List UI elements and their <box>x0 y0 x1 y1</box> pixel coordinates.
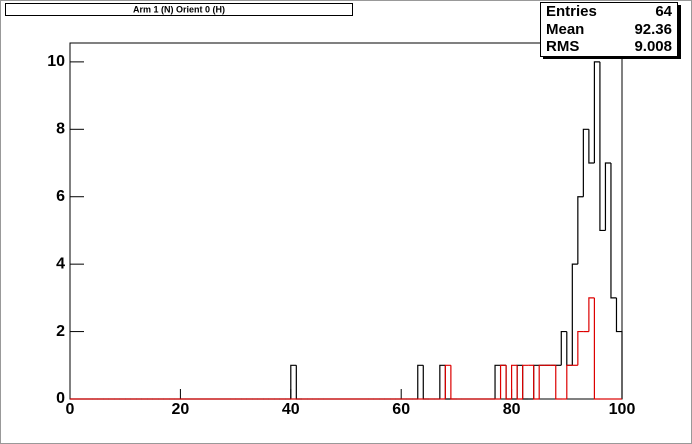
histogram-step <box>494 364 501 399</box>
histogram-step <box>290 364 297 399</box>
stats-label: Entries <box>546 3 597 20</box>
stats-value: 92.36 <box>634 21 672 38</box>
stats-label: Mean <box>546 21 584 38</box>
histogram-step <box>444 364 451 399</box>
x-tick-label: 100 <box>609 401 636 418</box>
x-tick-label: 40 <box>282 401 300 418</box>
histogram-step <box>538 364 545 399</box>
histogram-step <box>593 297 600 400</box>
stats-box <box>540 2 678 57</box>
histogram-step <box>560 330 567 366</box>
stats-value: 64 <box>655 3 672 20</box>
histogram-step <box>588 297 595 332</box>
histogram-step <box>566 364 573 399</box>
histogram-step <box>555 365 562 400</box>
y-tick-label: 8 <box>56 121 65 138</box>
histogram-step <box>610 163 617 299</box>
histogram-step <box>593 61 600 164</box>
histogram-step <box>577 196 584 265</box>
stats-value: 9.008 <box>634 38 672 55</box>
histogram-step <box>582 128 589 197</box>
histogram-step <box>599 61 606 232</box>
histogram-step <box>450 365 457 400</box>
title-box <box>5 3 353 16</box>
histogram-step <box>571 263 578 366</box>
histogram-step <box>417 364 424 399</box>
x-tick-label: 80 <box>503 401 521 418</box>
histogram-step <box>511 364 518 399</box>
histogram-step <box>604 162 611 231</box>
histogram-step <box>522 364 529 399</box>
histogram-step <box>499 364 507 399</box>
x-tick-label: 0 <box>66 401 75 418</box>
y-tick-label: 2 <box>56 323 65 340</box>
x-tick-label: 20 <box>172 401 190 418</box>
y-tick-label: 6 <box>56 188 65 205</box>
histogram-step <box>505 365 512 400</box>
x-tick-label: 60 <box>392 401 410 418</box>
chart-title: Arm 1 (N) Orient 0 (H) <box>133 4 225 14</box>
histogram-step <box>516 365 523 400</box>
histogram-step <box>577 330 584 366</box>
histogram-step <box>588 129 595 164</box>
histogram-step <box>615 297 623 399</box>
y-tick-label: 4 <box>56 255 65 272</box>
stats-label: RMS <box>546 38 579 55</box>
y-tick-label: 10 <box>47 53 65 70</box>
y-tick-label: 0 <box>56 390 65 407</box>
histogram-step <box>439 364 446 399</box>
histogram-step <box>533 365 540 400</box>
